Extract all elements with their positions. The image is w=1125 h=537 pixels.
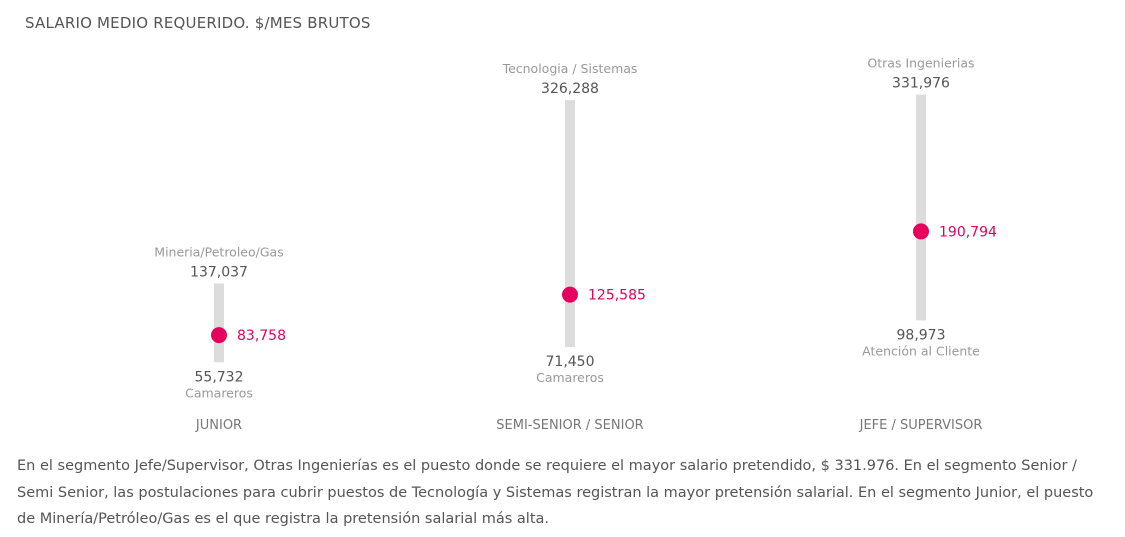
max-job-label: Tecnologia / Sistemas [502,61,638,76]
chart-description: En el segmento Jefe/Supervisor, Otras In… [17,458,1094,527]
min-value-label: 71,450 [546,354,595,370]
min-job-label: Camareros [536,370,604,385]
min-job-label: Atención al Cliente [862,343,980,358]
range-bar [214,283,224,363]
range-bar [916,94,926,321]
average-label: 125,585 [588,288,646,304]
average-dot [562,286,578,303]
max-job-label: Mineria/Petroleo/Gas [154,245,283,260]
max-value-label: 137,037 [190,265,248,281]
max-value-label: 326,288 [541,81,599,97]
average-label: 83,758 [237,328,286,344]
category-label: SEMI-SENIOR / SENIOR [496,418,643,433]
range-bar [565,100,575,348]
chart-title: SALARIO MEDIO REQUERIDO. $/MES BRUTOS [25,14,371,32]
range-dot-chart: 83,758137,037Mineria/Petroleo/Gas55,732C… [154,56,997,433]
average-label: 190,794 [939,224,997,240]
max-value-label: 331,976 [892,76,950,92]
category-label: JUNIOR [195,418,242,433]
max-job-label: Otras Ingenierias [867,56,974,71]
min-value-label: 55,732 [195,369,244,385]
category-label: JEFE / SUPERVISOR [859,418,983,433]
average-dot [913,223,929,240]
min-value-label: 98,973 [897,327,946,343]
average-dot [211,327,227,344]
min-job-label: Camareros [185,385,253,400]
